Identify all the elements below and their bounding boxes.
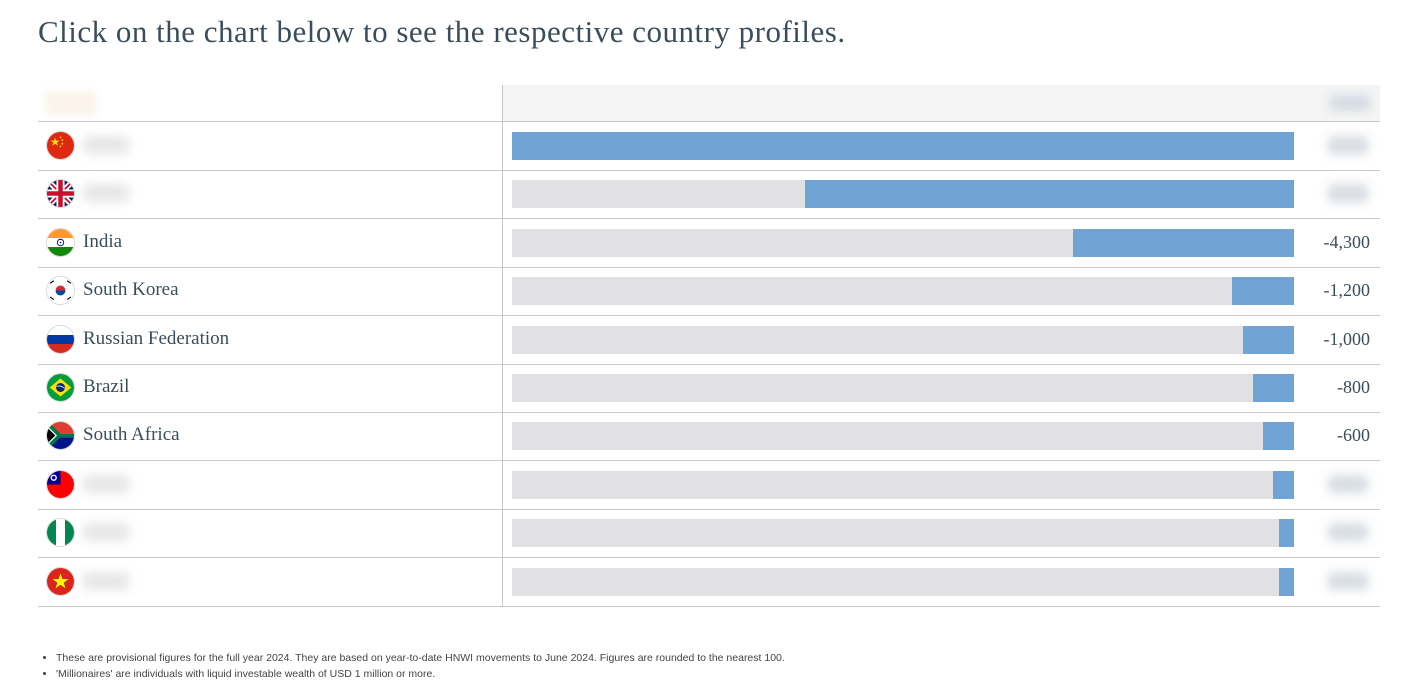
bar-track <box>512 519 1294 548</box>
bar[interactable] <box>512 132 1294 160</box>
value-label: -1,000 <box>1323 328 1371 349</box>
bar-track <box>512 325 1294 354</box>
header-left-blurred <box>46 91 96 115</box>
country-label: South Africa <box>83 424 180 446</box>
bar-track <box>512 422 1294 451</box>
country-row[interactable]: Russian Federation -1,000 <box>38 316 1380 365</box>
bar-track <box>512 277 1294 306</box>
country-row[interactable] <box>38 558 1380 607</box>
value-label-blurred <box>1328 523 1368 542</box>
bar-track <box>512 374 1294 402</box>
brazil-flag-icon <box>46 373 75 402</box>
value-label: -4,300 <box>1323 231 1371 252</box>
country-row[interactable]: Brazil -800 <box>38 364 1380 413</box>
bar-track <box>512 132 1294 160</box>
country-row[interactable] <box>38 170 1380 220</box>
country-row[interactable] <box>38 122 1380 171</box>
bar[interactable] <box>805 180 1294 209</box>
country-label-blurred <box>83 136 129 154</box>
country-chart[interactable]: India -4,300 South Korea -1,200 Russian Fede… <box>38 85 1380 607</box>
china-flag-icon <box>46 131 75 160</box>
country-row[interactable] <box>38 461 1380 510</box>
header-shade <box>503 85 1380 121</box>
country-label-blurred <box>83 523 129 542</box>
country-label: Brazil <box>83 376 130 397</box>
bar[interactable] <box>1232 277 1294 306</box>
column-divider <box>502 85 503 606</box>
uk-flag-icon <box>46 179 75 209</box>
bar[interactable] <box>1279 567 1294 596</box>
value-label: -800 <box>1337 377 1370 397</box>
taiwan-flag-icon <box>46 469 75 499</box>
page-heading: Click on the chart below to see the resp… <box>38 14 846 49</box>
country-row[interactable]: South Africa -600 <box>38 412 1380 462</box>
chart-header-row <box>38 85 1380 122</box>
bar[interactable] <box>1279 519 1294 548</box>
bar[interactable] <box>1273 470 1294 499</box>
footnotes: These are provisional figures for the fu… <box>40 652 785 684</box>
bar[interactable] <box>1253 374 1294 402</box>
south-africa-flag-icon <box>46 421 75 451</box>
country-row[interactable]: South Korea -1,200 <box>38 267 1380 317</box>
value-label: -1,200 <box>1323 280 1371 301</box>
country-label-blurred <box>83 571 129 590</box>
bar[interactable] <box>1263 422 1294 451</box>
nigeria-flag-icon <box>46 518 75 548</box>
value-label-blurred <box>1328 571 1368 590</box>
footnote-item: 'Millionaires' are individuals with liqu… <box>56 668 785 680</box>
country-label: Russian Federation <box>83 327 230 349</box>
bar[interactable] <box>1243 325 1294 354</box>
bar-track <box>512 228 1294 257</box>
value-label-blurred <box>1328 184 1368 203</box>
country-label-blurred <box>83 474 129 493</box>
india-flag-icon <box>46 227 75 257</box>
header-right-blurred <box>1330 95 1370 111</box>
bar-track <box>512 180 1294 209</box>
country-label: South Korea <box>83 279 179 301</box>
vietnam-flag-icon <box>46 566 75 596</box>
south-korea-flag-icon <box>46 276 75 306</box>
bar-track <box>512 470 1294 499</box>
footnote-item: These are provisional figures for the fu… <box>56 652 785 664</box>
value-label-blurred <box>1328 136 1368 154</box>
bar[interactable] <box>1073 228 1294 257</box>
country-label: India <box>83 230 123 252</box>
bar-track <box>512 567 1294 596</box>
country-label-blurred <box>83 184 129 203</box>
value-label-blurred <box>1328 474 1368 493</box>
russia-flag-icon <box>46 324 75 354</box>
country-row[interactable] <box>38 509 1380 559</box>
value-label: -600 <box>1337 425 1370 446</box>
country-row[interactable]: India -4,300 <box>38 219 1380 268</box>
